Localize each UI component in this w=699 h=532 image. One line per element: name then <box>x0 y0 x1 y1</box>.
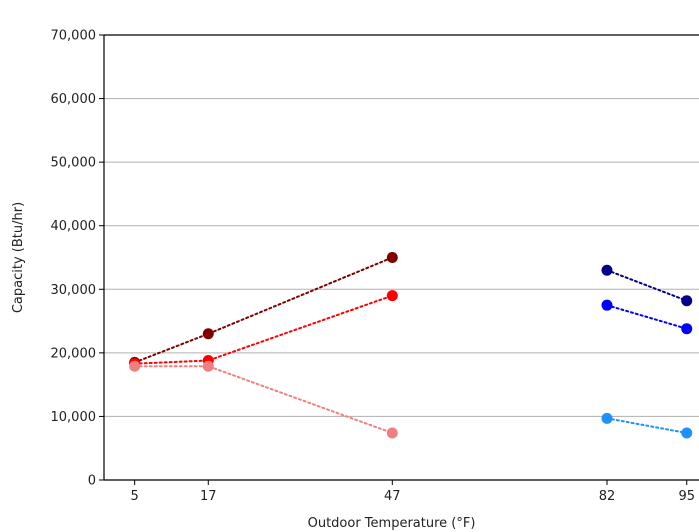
data-point <box>386 252 398 263</box>
data-point <box>601 299 613 311</box>
series-line <box>133 256 394 364</box>
data-point <box>202 328 214 340</box>
series-line <box>606 304 688 330</box>
data-point <box>601 412 613 424</box>
y-tick-label: 70,000 <box>51 29 97 44</box>
data-point <box>129 360 141 372</box>
series-line <box>606 269 688 302</box>
series-line <box>606 417 688 434</box>
y-tick-label: 40,000 <box>51 219 97 234</box>
axes <box>103 34 699 481</box>
y-tick-label: 50,000 <box>51 156 97 171</box>
series <box>129 252 398 368</box>
series <box>129 290 398 370</box>
x-tick-label: 95 <box>678 489 695 504</box>
data-point <box>202 360 214 372</box>
data-point <box>601 264 613 276</box>
series <box>601 264 693 307</box>
data-point <box>386 290 398 302</box>
tick-labels: 0 10,000 20,000 30,000 40,000 50,000 60,000 70,… <box>51 29 696 505</box>
data-series <box>129 252 693 439</box>
x-tick-label: 17 <box>200 489 217 504</box>
y-tick-label: 0 <box>88 474 96 489</box>
series <box>601 299 693 335</box>
y-tick-label: 30,000 <box>51 283 97 298</box>
series-line <box>133 365 394 434</box>
data-point <box>386 427 398 439</box>
data-point <box>681 427 693 439</box>
x-tick-label: 47 <box>384 489 401 504</box>
y-tick-label: 60,000 <box>51 92 97 107</box>
x-tick-label: 82 <box>599 489 616 504</box>
y-axis-title: Capacity (Btu/hr) <box>11 202 26 313</box>
x-axis-title: Outdoor Temperature (°F) <box>308 516 476 531</box>
y-tick-label: 10,000 <box>51 410 97 425</box>
grid-lines <box>104 34 699 417</box>
data-point <box>681 295 693 307</box>
series <box>601 412 693 439</box>
series-line <box>133 294 394 365</box>
y-tick-label: 20,000 <box>51 346 97 361</box>
data-point <box>681 323 693 335</box>
series <box>129 360 398 439</box>
x-tick-label: 5 <box>131 489 139 504</box>
